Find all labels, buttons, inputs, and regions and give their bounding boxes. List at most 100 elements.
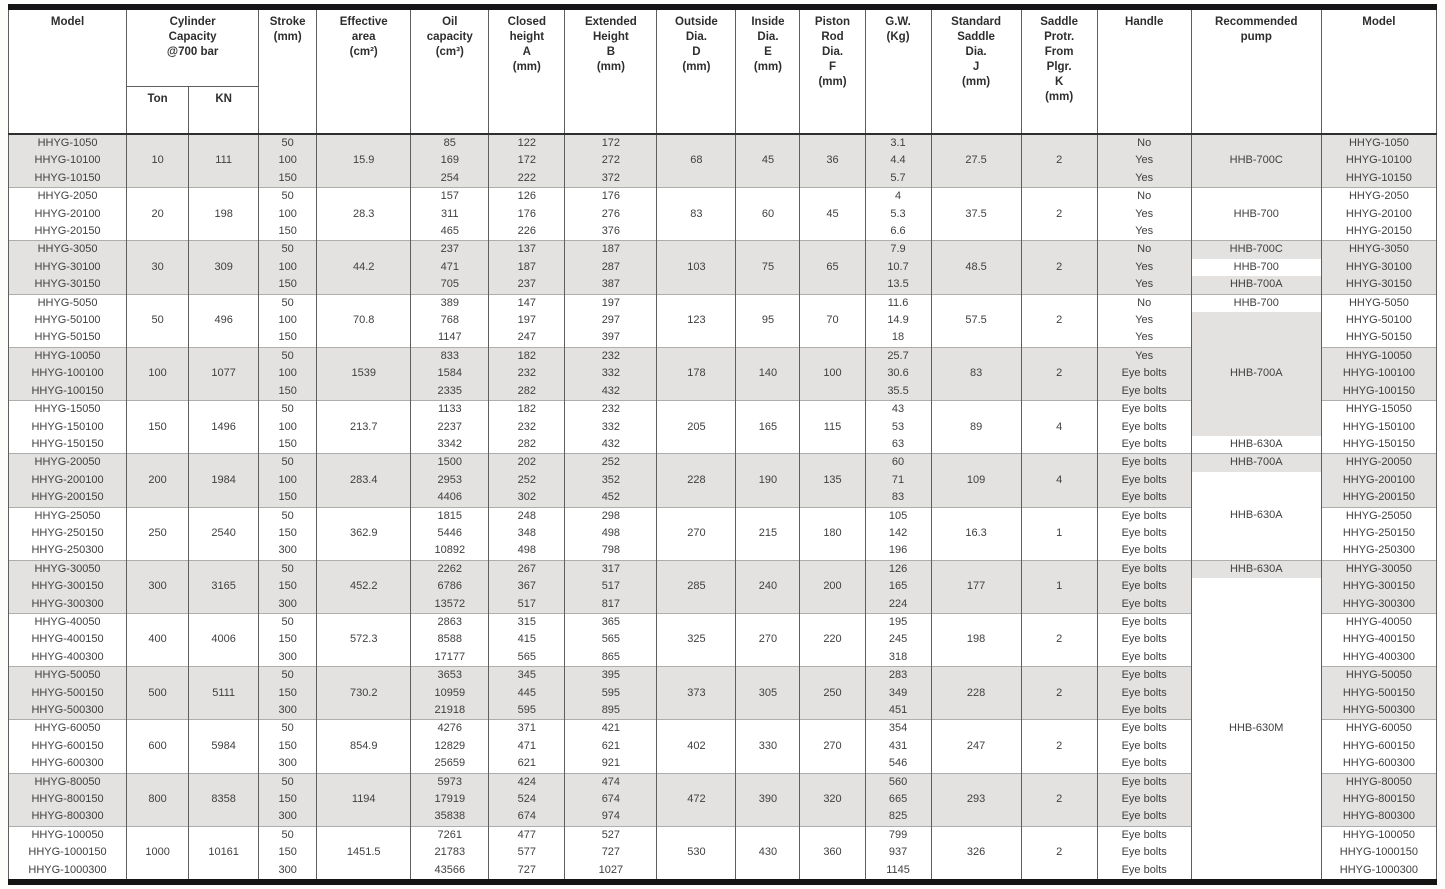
- header-outside-dia: Outside Dia. D (mm): [656, 7, 737, 134]
- model-cell-right: HHYG-600150: [1320, 737, 1438, 756]
- model-cell: HHYG-25050: [7, 506, 128, 525]
- handle-cell: Eye bolts: [1096, 702, 1192, 720]
- handle-cell: Eye bolts: [1096, 631, 1192, 649]
- model-cell-right: HHYG-1000300: [1320, 861, 1438, 883]
- handle-cell: Eye bolts: [1096, 524, 1192, 543]
- saddle-dia-cell: 57.5: [930, 293, 1022, 348]
- model-cell: HHYG-600300: [7, 755, 128, 774]
- model-cell: HHYG-600150: [7, 737, 128, 756]
- model-cell: HHYG-30100: [7, 258, 128, 277]
- effective-area-cell: 362.9: [316, 506, 412, 561]
- table-row: HHYG-400300 300 17177 565 865 318 Eye bolts HHY…: [7, 648, 1438, 667]
- extended-height-cell: 176: [564, 187, 658, 206]
- model-cell-right: HHYG-1050: [1320, 133, 1438, 153]
- table-row: HHYG-100150 150 2335 282 432 35.5 Eye bolts HHY…: [7, 382, 1438, 401]
- header-closed-height: Closed height A (mm): [488, 7, 566, 134]
- saddle-protr-cell: 2: [1020, 240, 1098, 295]
- kn-cell: 496: [188, 293, 260, 348]
- inside-dia-cell: 140: [735, 346, 801, 401]
- handle-cell: Eye bolts: [1096, 542, 1192, 561]
- table-header: Model Cylinder Capacity @700 bar Stroke …: [7, 7, 1438, 134]
- table-row: HHYG-30150 150 705 237 387 13.5 Yes HHB-700A HHY…: [7, 276, 1438, 295]
- stroke-cell: 150: [258, 844, 318, 862]
- effective-area-cell: 730.2: [316, 666, 412, 720]
- extended-height-cell: 395: [564, 666, 658, 685]
- gw-cell: 105: [864, 506, 932, 525]
- model-cell-right: HHYG-50100: [1320, 312, 1438, 330]
- model-cell: HHYG-800150: [7, 791, 128, 809]
- inside-dia-cell: 45: [735, 133, 801, 188]
- model-cell-right: HHYG-10050: [1320, 346, 1438, 366]
- closed-height-cell: 424: [488, 772, 566, 792]
- piston-rod-dia-cell: 180: [799, 506, 866, 561]
- handle-cell: Eye bolts: [1096, 453, 1192, 472]
- gw-cell: 318: [864, 648, 932, 667]
- inside-dia-cell: 75: [735, 240, 801, 295]
- gw-cell: 799: [864, 825, 932, 845]
- effective-area-cell: 283.4: [316, 453, 412, 508]
- piston-rod-dia-cell: 250: [799, 666, 866, 720]
- handle-cell: No: [1096, 187, 1192, 206]
- gw-cell: 83: [864, 489, 932, 508]
- kn-cell: 2540: [188, 506, 260, 561]
- kn-cell: 309: [188, 240, 260, 295]
- model-cell-right: HHYG-30050: [1320, 559, 1438, 579]
- oil-capacity-cell: 5446: [410, 524, 490, 543]
- gw-cell: 165: [864, 578, 932, 596]
- handle-cell: Eye bolts: [1096, 684, 1192, 702]
- header-pump: Recommended pump: [1190, 7, 1322, 134]
- closed-height-cell: 302: [488, 489, 566, 508]
- stroke-cell: 300: [258, 808, 318, 827]
- saddle-protr-cell: 2: [1020, 719, 1098, 774]
- inside-dia-cell: 390: [735, 772, 801, 827]
- gw-cell: 35.5: [864, 382, 932, 401]
- ton-cell: 1000: [126, 825, 190, 883]
- model-cell: HHYG-5050: [7, 293, 128, 313]
- closed-height-cell: 232: [488, 418, 566, 436]
- extended-height-cell: 372: [564, 169, 658, 188]
- model-cell: HHYG-80050: [7, 772, 128, 792]
- saddle-dia-cell: 89: [930, 400, 1022, 454]
- gw-cell: 18: [864, 329, 932, 348]
- ton-cell: 250: [126, 506, 190, 561]
- ton-cell: 50: [126, 293, 190, 348]
- handle-cell: Eye bolts: [1096, 666, 1192, 685]
- handle-cell: No: [1096, 293, 1192, 313]
- table-row: HHYG-50150 150 1147 247 397 18 Yes HHYG-50150: [7, 329, 1438, 348]
- model-cell: HHYG-60050: [7, 719, 128, 738]
- handle-cell: Yes: [1096, 169, 1192, 188]
- table-row: HHYG-1000300 300 43566 727 1027 1145 Eye bolts…: [7, 861, 1438, 883]
- stroke-cell: 150: [258, 382, 318, 401]
- extended-height-cell: 1027: [564, 861, 658, 883]
- effective-area-cell: 28.3: [316, 187, 412, 241]
- handle-cell: Eye bolts: [1096, 506, 1192, 525]
- closed-height-cell: 176: [488, 205, 566, 224]
- ton-cell: 20: [126, 187, 190, 241]
- closed-height-cell: 237: [488, 276, 566, 295]
- oil-capacity-cell: 389: [410, 293, 490, 313]
- table-row: HHYG-600300 300 25659 621 921 546 Eye bolts HHY…: [7, 755, 1438, 774]
- closed-height-cell: 172: [488, 152, 566, 170]
- inside-dia-cell: 270: [735, 612, 801, 667]
- kn-cell: 1496: [188, 400, 260, 454]
- ton-cell: 100: [126, 346, 190, 401]
- saddle-protr-cell: 2: [1020, 666, 1098, 720]
- gw-cell: 245: [864, 631, 932, 649]
- model-cell-right: HHYG-10150: [1320, 169, 1438, 188]
- table-row: HHYG-500300 300 21918 595 895 451 Eye bolts HHY…: [7, 702, 1438, 720]
- header-gw: G.W. (Kg): [864, 7, 932, 134]
- cylinder-spec-table: Model Cylinder Capacity @700 bar Stroke …: [7, 4, 1438, 886]
- saddle-dia-cell: 228: [930, 666, 1022, 720]
- model-cell-right: HHYG-20050: [1320, 453, 1438, 472]
- gw-cell: 349: [864, 684, 932, 702]
- extended-height-cell: 817: [564, 595, 658, 614]
- extended-height-cell: 865: [564, 648, 658, 667]
- extended-height-cell: 517: [564, 578, 658, 596]
- effective-area-cell: 1451.5: [316, 825, 412, 883]
- oil-capacity-cell: 17177: [410, 648, 490, 667]
- effective-area-cell: 15.9: [316, 133, 412, 188]
- saddle-protr-cell: 2: [1020, 772, 1098, 827]
- closed-height-cell: 348: [488, 524, 566, 543]
- inside-dia-cell: 95: [735, 293, 801, 348]
- header-inside-dia: Inside Dia. E (mm): [735, 7, 801, 134]
